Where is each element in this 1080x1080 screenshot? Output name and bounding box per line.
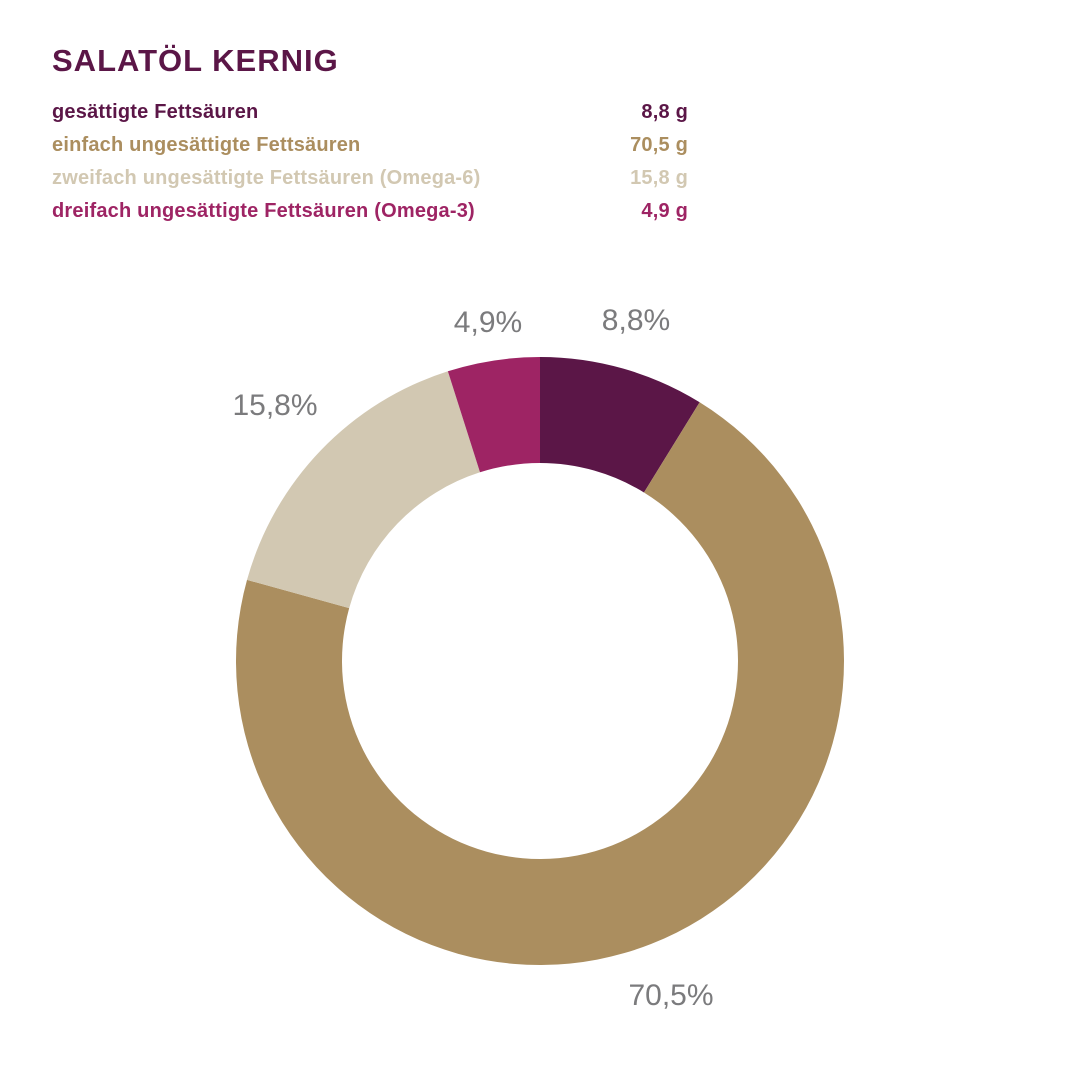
legend-value: 70,5 g bbox=[630, 134, 688, 156]
legend-label: dreifach ungesättigte Fettsäuren (Omega-… bbox=[52, 200, 475, 222]
legend-row: dreifach ungesättigte Fettsäuren (Omega-… bbox=[52, 195, 688, 228]
legend-table: gesättigte Fettsäuren 8,8 g einfach ungesä… bbox=[52, 96, 688, 228]
page-title: SALATÖL KERNIG bbox=[52, 43, 339, 78]
legend-value: 4,9 g bbox=[641, 200, 688, 222]
legend-label: zweifach ungesättigte Fettsäuren (Omega-… bbox=[52, 167, 481, 189]
legend-row: zweifach ungesättigte Fettsäuren (Omega-… bbox=[52, 162, 688, 195]
legend-value: 15,8 g bbox=[630, 167, 688, 189]
legend-label: einfach ungesättigte Fettsäuren bbox=[52, 134, 361, 156]
legend-row: einfach ungesättigte Fettsäuren 70,5 g bbox=[52, 129, 688, 162]
legend-row: gesättigte Fettsäuren 8,8 g bbox=[52, 96, 688, 129]
donut-segment-2 bbox=[236, 402, 845, 966]
legend-label: gesättigte Fettsäuren bbox=[52, 101, 259, 123]
percent-label: 8,8% bbox=[601, 304, 671, 337]
donut-segment-3 bbox=[247, 371, 480, 609]
percent-label: 70,5% bbox=[628, 979, 714, 1012]
legend-value: 8,8 g bbox=[641, 101, 688, 123]
percent-label: 15,8% bbox=[232, 389, 318, 422]
donut-segment-4 bbox=[447, 356, 540, 473]
donut-segment-1 bbox=[540, 357, 700, 493]
percent-label: 4,9% bbox=[453, 306, 523, 339]
